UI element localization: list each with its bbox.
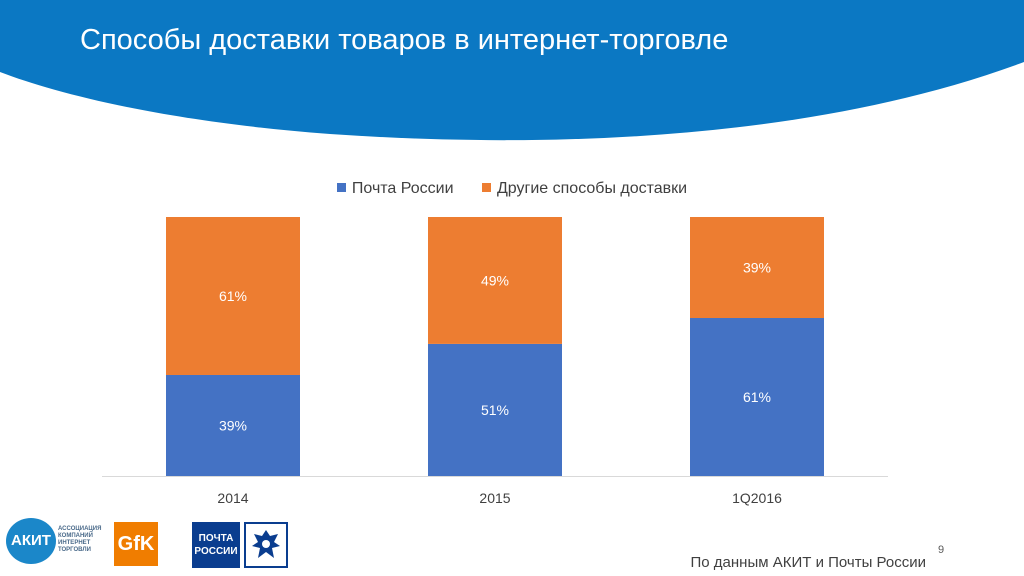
- data-label: 61%: [219, 288, 247, 304]
- russian-post-logo: ПОЧТА РОССИИ: [192, 522, 288, 568]
- bar-segment-russian-post: [690, 318, 824, 476]
- bar-segment-other-delivery: [690, 217, 824, 319]
- legend-item-russian-post: Почта России: [336, 180, 454, 198]
- legend-swatch-russian-post: [336, 183, 346, 192]
- bar-segment-russian-post: [428, 343, 562, 476]
- data-label: 51%: [481, 402, 509, 418]
- source-note: По данным АКИТ и Почты России: [690, 554, 927, 571]
- bar-segment-russian-post: [166, 374, 300, 476]
- data-label: 39%: [743, 260, 771, 276]
- bar-segment-other-delivery: [428, 217, 562, 344]
- x-tick-label: 2015: [479, 490, 510, 506]
- akit-logo-caption: АССОЦИАЦИЯ КОМПАНИЙ ИНТЕРНЕТ ТОРГОВЛИ: [58, 526, 102, 553]
- legend-label-russian-post: Почта России: [351, 180, 454, 197]
- legend-label-other-delivery: Другие способы доставки: [496, 180, 688, 197]
- gfk-logo: GfK: [114, 522, 158, 566]
- chart-legend: Почта России Другие способы доставки: [0, 180, 1024, 198]
- bar-segment-other-delivery: [166, 217, 300, 375]
- legend-item-other-delivery: Другие способы доставки: [481, 180, 688, 198]
- data-label: 49%: [481, 272, 509, 288]
- eagle-emblem-icon: [244, 522, 288, 568]
- data-label: 39%: [219, 417, 247, 433]
- x-tick-label: 1Q2016: [732, 490, 782, 506]
- data-label: 61%: [743, 389, 771, 405]
- legend-swatch-other-delivery: [481, 183, 491, 192]
- slide-title: Способы доставки товаров в интернет-торг…: [80, 24, 729, 56]
- akit-logo-mark: АКИТ: [6, 518, 56, 564]
- akit-logo: АКИТ АССОЦИАЦИЯ КОМПАНИЙ ИНТЕРНЕТ ТОРГОВ…: [6, 516, 106, 566]
- russian-post-logo-text: ПОЧТА РОССИИ: [192, 522, 240, 568]
- x-tick-label: 2014: [217, 490, 248, 506]
- page-number: 9: [938, 544, 945, 556]
